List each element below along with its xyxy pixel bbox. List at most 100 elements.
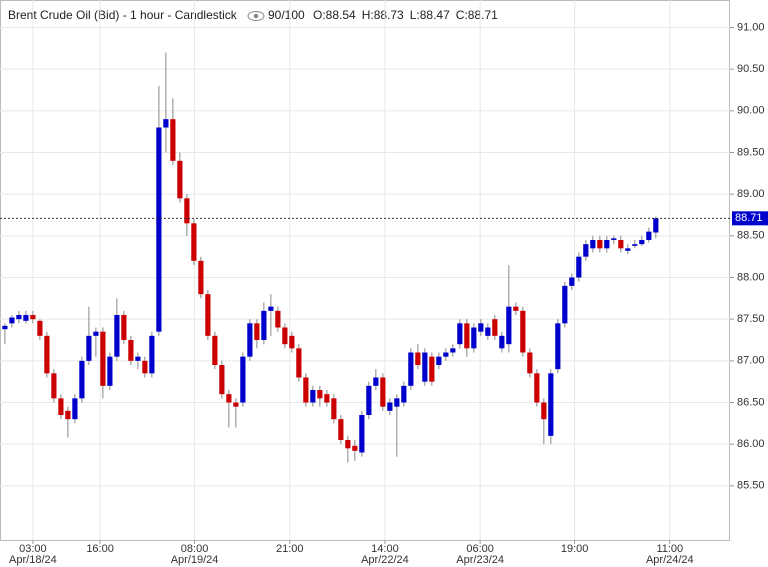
candle-body — [604, 240, 610, 249]
candle-body — [443, 352, 449, 357]
candle-body — [170, 119, 176, 161]
candle-body — [513, 306, 519, 311]
candle-body — [86, 335, 92, 361]
candle-body — [618, 240, 624, 249]
candle-body — [317, 390, 323, 399]
candle-body — [548, 373, 554, 436]
candle-body — [44, 335, 50, 374]
candle-body — [429, 356, 435, 382]
candle-body — [205, 294, 211, 336]
candle-body — [9, 317, 15, 324]
eye-icon — [247, 11, 265, 21]
candle-body — [296, 348, 302, 378]
candle-body — [555, 323, 561, 370]
candle-body — [471, 327, 477, 349]
candle-body — [149, 335, 155, 374]
candle-body — [23, 315, 29, 321]
candle-body — [359, 415, 365, 453]
candle-body — [135, 356, 141, 361]
candle-body — [198, 260, 204, 295]
candle-body — [254, 323, 260, 340]
candle-body — [303, 377, 309, 403]
zoom-level: 90/100 — [268, 8, 305, 22]
y-tick-label: 86.50 — [737, 396, 765, 408]
candle-body — [534, 373, 540, 403]
candle-body — [366, 385, 372, 415]
candle-body — [499, 335, 505, 349]
x-tick-label: 11:00 — [656, 543, 683, 555]
x-tick-date: Apr/23/24 — [456, 554, 504, 566]
candle-body — [310, 390, 316, 403]
x-tick-label: 06:00 — [466, 543, 494, 555]
y-tick-label: 89.50 — [737, 146, 765, 158]
candle-body — [562, 285, 568, 324]
candle-body — [121, 315, 127, 340]
candle-body — [275, 310, 281, 328]
candle-body — [79, 360, 85, 399]
candle-body — [114, 315, 120, 357]
candle-body — [282, 327, 288, 345]
candle-body — [506, 306, 512, 345]
candle-body — [492, 319, 498, 336]
candle-body — [632, 244, 638, 246]
candle-body — [373, 377, 379, 386]
ohlc-text: O:88.54 — [313, 8, 356, 22]
y-tick-label: 86.00 — [737, 438, 765, 450]
candle-body — [51, 373, 57, 399]
candle-body — [331, 398, 337, 420]
candle-body — [191, 223, 197, 261]
candle-body — [156, 127, 162, 332]
candle-body — [478, 323, 484, 332]
candle-body — [345, 440, 351, 449]
candle-body — [142, 360, 148, 374]
candle-body — [233, 402, 239, 407]
candle-body — [352, 445, 358, 451]
candle-body — [527, 352, 533, 374]
last-price-label: 88.71 — [735, 212, 763, 224]
candle-body — [387, 402, 393, 411]
x-tick-label: 08:00 — [181, 543, 209, 555]
x-tick-date: Apr/19/24 — [171, 554, 219, 566]
plot-border — [0, 0, 730, 541]
candle-body — [324, 394, 330, 403]
x-tick-label: 16:00 — [86, 543, 114, 555]
x-tick-date: Apr/22/24 — [361, 554, 409, 566]
candle-body — [639, 240, 645, 245]
candle-body — [240, 356, 246, 403]
candle-body — [576, 256, 582, 278]
chart-title: Brent Crude Oil (Bid) - 1 hour - Candles… — [8, 8, 238, 22]
candle-body — [457, 323, 463, 345]
candle-body — [268, 306, 274, 311]
candle-body — [100, 331, 106, 386]
candle-body — [541, 402, 547, 420]
candle-body — [184, 198, 190, 224]
candle-body — [394, 398, 400, 407]
x-tick-label: 14:00 — [371, 543, 399, 555]
candle-body — [464, 323, 470, 349]
candle-body — [408, 352, 414, 386]
candle-body — [569, 277, 575, 286]
candle-body — [30, 315, 36, 320]
candle-body — [380, 377, 386, 407]
candle-body — [485, 327, 491, 336]
candle-body — [65, 410, 71, 420]
candle-body — [163, 119, 169, 128]
y-tick-label: 90.00 — [737, 105, 765, 117]
candle-body — [177, 160, 183, 199]
candle-body — [128, 340, 134, 361]
candle-body — [653, 218, 659, 233]
candle-body — [436, 356, 442, 365]
candle-body — [583, 244, 589, 257]
y-tick-label: 87.00 — [737, 355, 765, 367]
y-tick-label: 88.00 — [737, 271, 765, 283]
y-tick-label: 89.00 — [737, 188, 765, 200]
candle-body — [37, 320, 43, 336]
x-tick-label: 03:00 — [19, 543, 47, 555]
candle-body — [646, 231, 652, 240]
candle-body — [590, 240, 596, 249]
candle-body — [422, 352, 428, 382]
candle-body — [2, 325, 8, 330]
candle-body — [261, 310, 267, 340]
candle-body — [226, 394, 232, 403]
